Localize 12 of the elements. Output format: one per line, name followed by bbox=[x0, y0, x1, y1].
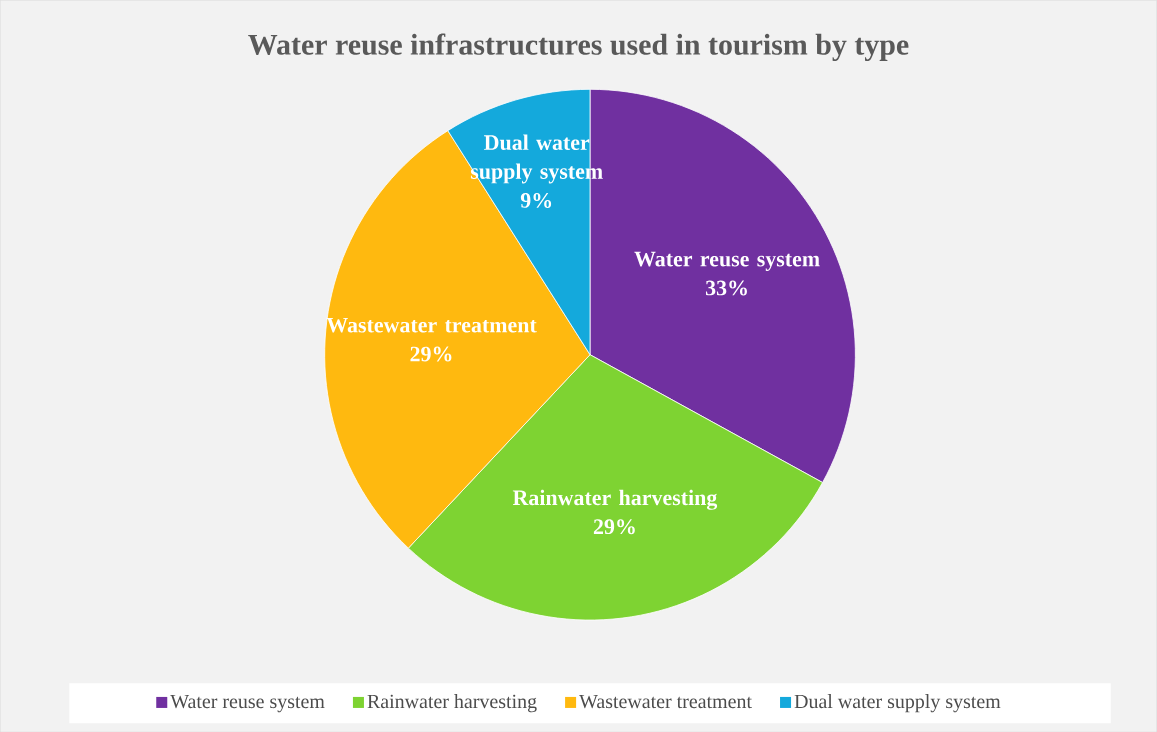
slice-label: Rainwater harvesting bbox=[512, 489, 718, 510]
chart-title: Water reuse infrastructures used in tourism by type bbox=[248, 33, 909, 61]
legend-label: Wastewater treatment bbox=[579, 694, 752, 709]
slice-label: Wastewater treatment bbox=[326, 317, 537, 333]
legend-label: Rainwater harvesting bbox=[367, 693, 537, 713]
data-label: 29% bbox=[410, 346, 452, 362]
data-label: 33% bbox=[705, 280, 747, 296]
slice-label: Water reuse system bbox=[634, 251, 820, 271]
legend-label: Dual water supply system bbox=[794, 693, 1001, 713]
data-label: 29% bbox=[593, 519, 635, 534]
legend-label: Water reuse system bbox=[170, 694, 325, 713]
data-label: 9% bbox=[520, 192, 552, 208]
